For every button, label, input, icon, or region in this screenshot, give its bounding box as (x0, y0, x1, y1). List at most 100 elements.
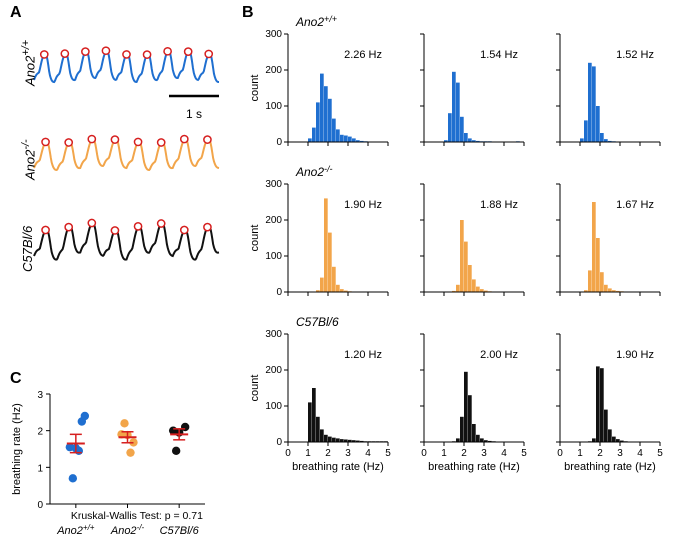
svg-text:breathing rate (Hz): breathing rate (Hz) (292, 461, 384, 473)
svg-text:5: 5 (521, 448, 527, 459)
hist-median-label: 1.88 Hz (480, 199, 518, 211)
peak-marker (102, 47, 109, 54)
breathing-trace (34, 223, 219, 260)
hist-bar (604, 410, 608, 442)
hist-bar (592, 438, 596, 442)
hist-bar (612, 437, 616, 442)
hist-bar (316, 102, 320, 142)
hist-bar (336, 129, 340, 142)
hist-median-label: 2.26 Hz (344, 49, 382, 61)
hist-bar (340, 135, 344, 142)
peak-marker (123, 51, 130, 58)
hist-bar (352, 138, 356, 142)
hist-bar (328, 233, 332, 292)
group-label: Ano2-/- (110, 523, 145, 537)
peak-marker (42, 138, 49, 145)
peak-marker (204, 224, 211, 231)
data-point (181, 423, 189, 431)
hist-bar (456, 83, 460, 142)
svg-text:0: 0 (276, 437, 282, 448)
svg-text:2: 2 (37, 427, 43, 438)
hist-bar (460, 417, 464, 442)
hist-bar (332, 438, 336, 442)
breathing-trace (34, 139, 219, 170)
hist-bar (596, 366, 600, 442)
hist-bar (468, 265, 472, 292)
hist-bar (468, 138, 472, 142)
svg-text:1: 1 (441, 448, 447, 459)
svg-text:0: 0 (276, 287, 282, 298)
hist-bar (592, 66, 596, 142)
panel-c-scatter: 0123breathing rate (Hz)Ano2+/+Ano2-/-C57… (2, 374, 242, 544)
svg-text:2: 2 (325, 448, 331, 459)
hist-bar (460, 220, 464, 292)
svg-text:5: 5 (657, 448, 663, 459)
svg-text:5: 5 (385, 448, 391, 459)
svg-text:0: 0 (421, 448, 427, 459)
svg-text:0: 0 (557, 448, 563, 459)
svg-text:4: 4 (365, 448, 371, 459)
peak-marker (111, 136, 118, 143)
hist-bar (476, 287, 480, 292)
hist-bar (328, 437, 332, 442)
hist-bar (600, 133, 604, 142)
hist-bar (476, 435, 480, 442)
hist-bar (456, 285, 460, 292)
hist-bar (332, 119, 336, 142)
data-point (172, 447, 180, 455)
svg-text:breathing rate (Hz): breathing rate (Hz) (428, 461, 520, 473)
hist-median-label: 1.20 Hz (344, 349, 382, 361)
hist-bar (308, 402, 312, 442)
svg-text:3: 3 (37, 390, 43, 401)
peak-marker (88, 219, 95, 226)
svg-text:2: 2 (461, 448, 467, 459)
hist-bar (608, 429, 612, 442)
svg-text:1: 1 (305, 448, 311, 459)
stat-note: Kruskal-Wallis Test: p = 0.71 (71, 510, 203, 522)
data-point (81, 412, 89, 420)
hist-bar (336, 285, 340, 292)
hist-bar (472, 279, 476, 292)
hist-median-label: 1.54 Hz (480, 49, 518, 61)
hist-bar (584, 120, 588, 142)
hist-median-label: 2.00 Hz (480, 349, 518, 361)
svg-text:200: 200 (265, 365, 282, 376)
hist-bar (588, 270, 592, 292)
data-point (126, 448, 134, 456)
group-label: Ano2+/+ (56, 523, 95, 537)
svg-text:3: 3 (481, 448, 487, 459)
hist-bar (592, 202, 596, 292)
svg-text:4: 4 (501, 448, 507, 459)
hist-bar (480, 438, 484, 442)
peak-marker (158, 220, 165, 227)
hist-bar (600, 368, 604, 442)
hist-bar (588, 63, 592, 142)
svg-text:1: 1 (37, 463, 43, 474)
hist-bar (580, 138, 584, 142)
hist-median-label: 1.90 Hz (344, 199, 382, 211)
figure-root: A B C Ano2+/+ Ano2-/- C57Bl/6 1 s Ano2+/… (0, 0, 674, 544)
peak-marker (41, 51, 48, 58)
hist-bar (320, 278, 324, 292)
peak-marker (181, 226, 188, 233)
hist-bar (452, 72, 456, 142)
hist-row-title: Ano2+/+ (295, 14, 337, 29)
group-label: C57Bl/6 (160, 525, 200, 537)
data-point (69, 474, 77, 482)
peak-marker (134, 138, 141, 145)
hist-median-label: 1.52 Hz (616, 49, 654, 61)
peak-marker (205, 50, 212, 57)
hist-bar (336, 438, 340, 442)
hist-bar (464, 242, 468, 292)
svg-text:count: count (249, 225, 261, 252)
svg-text:100: 100 (265, 101, 282, 112)
hist-bar (332, 267, 336, 292)
hist-bar (312, 128, 316, 142)
panel-b-histograms: Ano2+/+ 0 100 200 3 0 0 2.26 Hz count 1.54 Hz 1.52… (244, 6, 674, 546)
hist-bar (600, 272, 604, 292)
hist-bar (604, 285, 608, 292)
peak-marker (181, 135, 188, 142)
svg-text:200: 200 (265, 215, 282, 226)
hist-bar (328, 99, 332, 142)
hist-bar (312, 388, 316, 442)
